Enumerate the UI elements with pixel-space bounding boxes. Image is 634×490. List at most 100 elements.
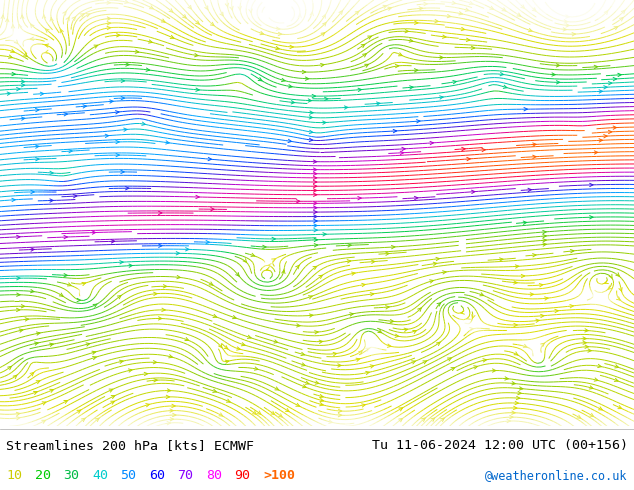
- FancyArrowPatch shape: [115, 111, 119, 114]
- FancyArrowPatch shape: [302, 70, 306, 74]
- FancyArrowPatch shape: [50, 18, 53, 21]
- FancyArrowPatch shape: [165, 141, 169, 144]
- FancyArrowPatch shape: [500, 73, 503, 76]
- FancyArrowPatch shape: [387, 344, 391, 347]
- FancyArrowPatch shape: [533, 143, 536, 146]
- FancyArrowPatch shape: [288, 85, 292, 88]
- FancyArrowPatch shape: [315, 381, 319, 384]
- FancyArrowPatch shape: [319, 340, 323, 343]
- FancyArrowPatch shape: [16, 293, 20, 296]
- FancyArrowPatch shape: [447, 15, 451, 18]
- FancyArrowPatch shape: [13, 375, 16, 379]
- FancyArrowPatch shape: [370, 293, 374, 296]
- FancyArrowPatch shape: [142, 122, 145, 125]
- FancyArrowPatch shape: [81, 14, 84, 17]
- FancyArrowPatch shape: [370, 365, 374, 368]
- FancyArrowPatch shape: [117, 34, 120, 37]
- FancyArrowPatch shape: [22, 117, 25, 120]
- FancyArrowPatch shape: [385, 306, 389, 309]
- FancyArrowPatch shape: [281, 270, 285, 273]
- FancyArrowPatch shape: [34, 342, 38, 345]
- FancyArrowPatch shape: [36, 381, 40, 384]
- FancyArrowPatch shape: [469, 1, 473, 4]
- FancyArrowPatch shape: [196, 21, 199, 24]
- FancyArrowPatch shape: [18, 24, 22, 28]
- FancyArrowPatch shape: [21, 305, 25, 308]
- FancyArrowPatch shape: [512, 382, 515, 385]
- FancyArrowPatch shape: [541, 343, 545, 346]
- FancyArrowPatch shape: [451, 368, 455, 370]
- FancyArrowPatch shape: [313, 176, 317, 179]
- FancyArrowPatch shape: [116, 153, 119, 157]
- FancyArrowPatch shape: [295, 265, 299, 269]
- FancyArrowPatch shape: [467, 316, 470, 319]
- FancyArrowPatch shape: [243, 259, 247, 262]
- FancyArrowPatch shape: [92, 231, 96, 234]
- FancyArrowPatch shape: [210, 208, 214, 211]
- FancyArrowPatch shape: [441, 418, 444, 421]
- FancyArrowPatch shape: [257, 411, 261, 415]
- FancyArrowPatch shape: [356, 358, 359, 362]
- FancyArrowPatch shape: [599, 90, 602, 93]
- FancyArrowPatch shape: [536, 319, 540, 322]
- FancyArrowPatch shape: [291, 100, 295, 104]
- FancyArrowPatch shape: [556, 64, 560, 67]
- FancyArrowPatch shape: [552, 73, 555, 76]
- Text: 10: 10: [6, 469, 22, 482]
- FancyArrowPatch shape: [301, 352, 304, 356]
- FancyArrowPatch shape: [66, 17, 69, 21]
- FancyArrowPatch shape: [417, 120, 420, 123]
- FancyArrowPatch shape: [599, 139, 602, 142]
- FancyArrowPatch shape: [616, 273, 619, 276]
- FancyArrowPatch shape: [398, 53, 402, 56]
- FancyArrowPatch shape: [50, 390, 53, 392]
- FancyArrowPatch shape: [226, 399, 230, 402]
- Text: 50: 50: [120, 469, 136, 482]
- FancyArrowPatch shape: [366, 371, 369, 374]
- FancyArrowPatch shape: [15, 40, 18, 44]
- FancyArrowPatch shape: [471, 46, 475, 49]
- FancyArrowPatch shape: [355, 11, 359, 15]
- FancyArrowPatch shape: [614, 26, 618, 30]
- FancyArrowPatch shape: [306, 77, 309, 80]
- FancyArrowPatch shape: [290, 45, 294, 49]
- FancyArrowPatch shape: [12, 73, 15, 75]
- FancyArrowPatch shape: [443, 35, 446, 38]
- FancyArrowPatch shape: [493, 369, 496, 372]
- Text: 80: 80: [206, 469, 222, 482]
- FancyArrowPatch shape: [339, 11, 342, 15]
- FancyArrowPatch shape: [533, 155, 536, 158]
- FancyArrowPatch shape: [296, 403, 299, 406]
- FancyArrowPatch shape: [395, 334, 399, 338]
- FancyArrowPatch shape: [247, 335, 251, 339]
- FancyArrowPatch shape: [21, 15, 24, 19]
- FancyArrowPatch shape: [321, 63, 324, 67]
- FancyArrowPatch shape: [557, 81, 560, 84]
- FancyArrowPatch shape: [281, 78, 285, 82]
- FancyArrowPatch shape: [313, 185, 317, 188]
- FancyArrowPatch shape: [530, 293, 534, 296]
- FancyArrowPatch shape: [410, 86, 413, 89]
- FancyArrowPatch shape: [46, 29, 49, 32]
- FancyArrowPatch shape: [339, 414, 342, 417]
- FancyArrowPatch shape: [517, 13, 521, 16]
- FancyArrowPatch shape: [16, 235, 20, 239]
- FancyArrowPatch shape: [564, 20, 567, 23]
- FancyArrowPatch shape: [339, 409, 342, 413]
- FancyArrowPatch shape: [470, 327, 474, 331]
- FancyArrowPatch shape: [321, 33, 325, 36]
- FancyArrowPatch shape: [236, 272, 239, 276]
- FancyArrowPatch shape: [571, 249, 574, 253]
- FancyArrowPatch shape: [77, 298, 81, 302]
- FancyArrowPatch shape: [435, 20, 438, 23]
- FancyArrowPatch shape: [1, 15, 4, 19]
- FancyArrowPatch shape: [72, 17, 75, 21]
- FancyArrowPatch shape: [619, 18, 623, 21]
- FancyArrowPatch shape: [333, 352, 337, 356]
- FancyArrowPatch shape: [583, 341, 586, 344]
- FancyArrowPatch shape: [609, 81, 612, 85]
- FancyArrowPatch shape: [329, 420, 332, 423]
- FancyArrowPatch shape: [23, 53, 27, 56]
- FancyArrowPatch shape: [126, 63, 129, 66]
- FancyArrowPatch shape: [158, 211, 162, 215]
